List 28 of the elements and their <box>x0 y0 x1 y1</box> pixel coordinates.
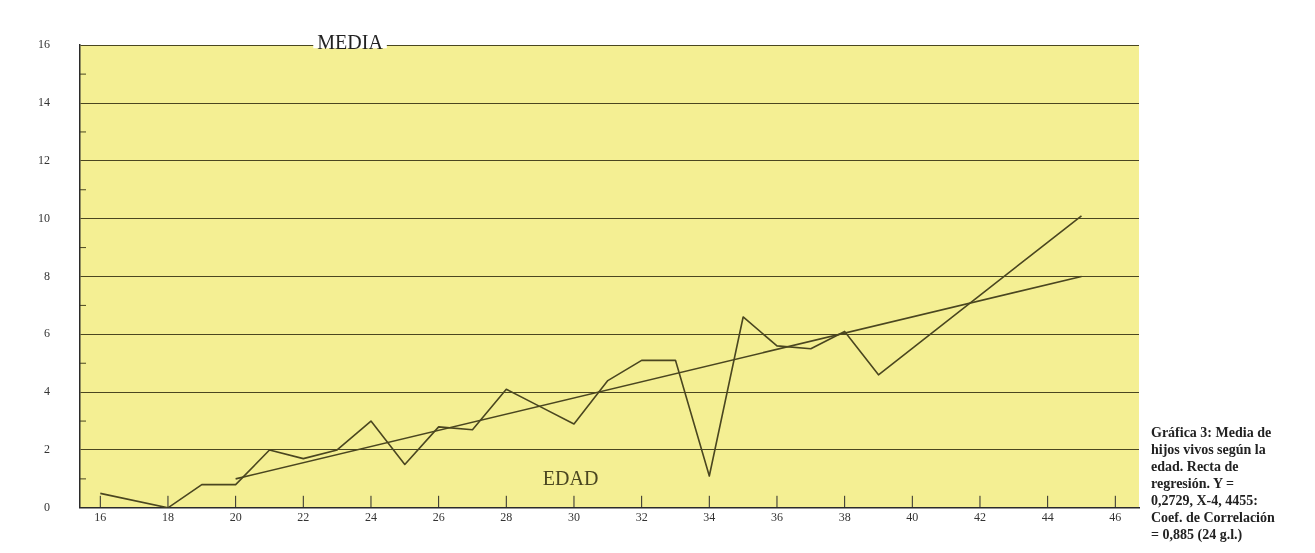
x-tick-label: 18 <box>161 510 174 525</box>
y-tick-label: 8 <box>44 268 50 283</box>
y-tick-label: 14 <box>38 95 50 110</box>
y-tick-label: 10 <box>38 210 50 225</box>
y-tick-label: 12 <box>38 153 50 168</box>
x-tick-label: 26 <box>432 510 445 525</box>
x-tick-label: 38 <box>838 510 851 525</box>
x-tick-label: 36 <box>770 510 783 525</box>
y-tick-label: 0 <box>44 499 50 514</box>
x-tick-label: 28 <box>500 510 513 525</box>
x-tick-label: 32 <box>635 510 648 525</box>
y-tick-label: 16 <box>38 37 50 52</box>
x-tick-label: 16 <box>94 510 107 525</box>
x-tick-label: 22 <box>297 510 310 525</box>
x-tick-label: 34 <box>703 510 716 525</box>
x-axis-title: EDAD <box>542 467 599 490</box>
x-tick-label: 42 <box>973 510 986 525</box>
text: Gráfica 3: Media de hijos vivos según la edad. Recta de regresión. Y = 0,2729, X-4, 4455: Coef. de Correlación = 0,885 (24 g.l.) <box>1151 424 1276 543</box>
x-tick-label: 46 <box>1109 510 1122 525</box>
y-tick-label: 2 <box>44 442 50 457</box>
y-tick-label: 4 <box>44 384 50 399</box>
x-tick-label: 20 <box>229 510 242 525</box>
x-tick-label: 30 <box>567 510 580 525</box>
x-tick-label: 40 <box>906 510 919 525</box>
y-axis-title: MEDIA <box>317 31 384 54</box>
y-tick-label: 6 <box>44 326 50 341</box>
x-tick-label: 44 <box>1041 510 1054 525</box>
x-tick-label: 24 <box>364 510 377 525</box>
